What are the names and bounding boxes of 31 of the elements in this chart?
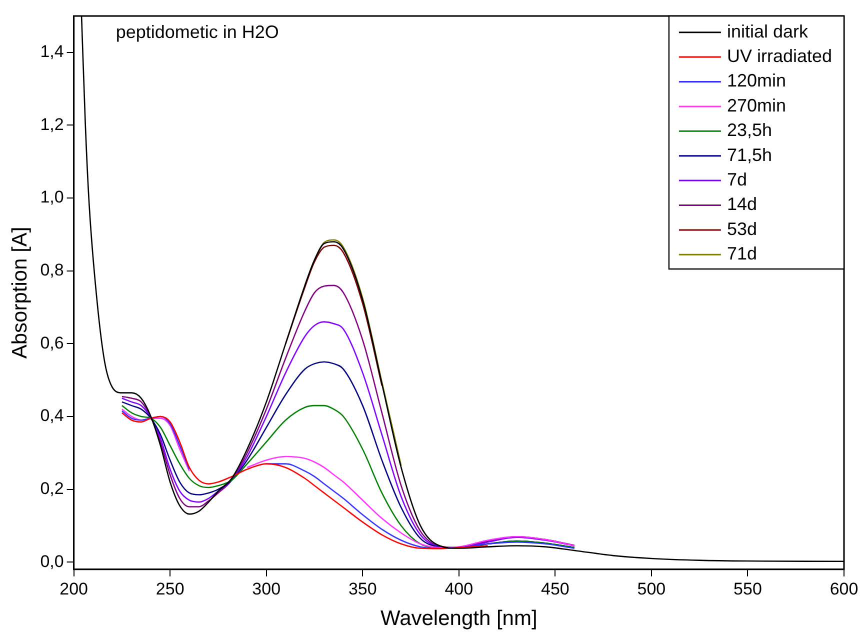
x-tick-label: 400: [444, 579, 474, 598]
legend-label: 53d: [726, 218, 757, 239]
x-tick-label: 250: [156, 579, 184, 598]
x-tick-label: 450: [541, 579, 570, 598]
x-tick-label: 300: [252, 579, 281, 598]
x-axis-title: Wavelength [nm]: [380, 607, 538, 630]
annotation: peptidometic in H2O: [116, 22, 279, 42]
y-tick-label: 1,0: [40, 188, 64, 207]
x-tick-label: 550: [734, 579, 762, 598]
legend-label: 7d: [726, 170, 747, 190]
x-tick-label: 600: [830, 579, 858, 598]
legend-label: 120min: [726, 70, 786, 91]
y-tick-label: 0,4: [40, 406, 64, 426]
legend-label: 71,5h: [726, 144, 772, 165]
x-tick-label: 200: [60, 579, 88, 598]
y-tick-label: 0,0: [40, 552, 64, 571]
legend-label: 71d: [726, 244, 757, 264]
y-tick-label: 0,6: [40, 333, 64, 352]
line-series: [121, 412, 488, 550]
y-tick-label: 0,2: [40, 478, 64, 498]
x-tick-label: 350: [348, 579, 377, 598]
legend-label: initial dark: [726, 21, 809, 42]
legend-label: 14d: [726, 194, 757, 214]
y-tick-label: 1,2: [40, 114, 64, 134]
y-axis-title: Absorption [A]: [8, 226, 32, 359]
legend-label: 23,5h: [726, 120, 772, 140]
legend-label: 270min: [726, 95, 786, 116]
legend-label: UV irradiated: [726, 46, 832, 66]
x-tick-label: 500: [637, 579, 666, 598]
y-tick-label: 1,4: [40, 42, 64, 62]
y-tick-label: 0,8: [40, 260, 64, 280]
